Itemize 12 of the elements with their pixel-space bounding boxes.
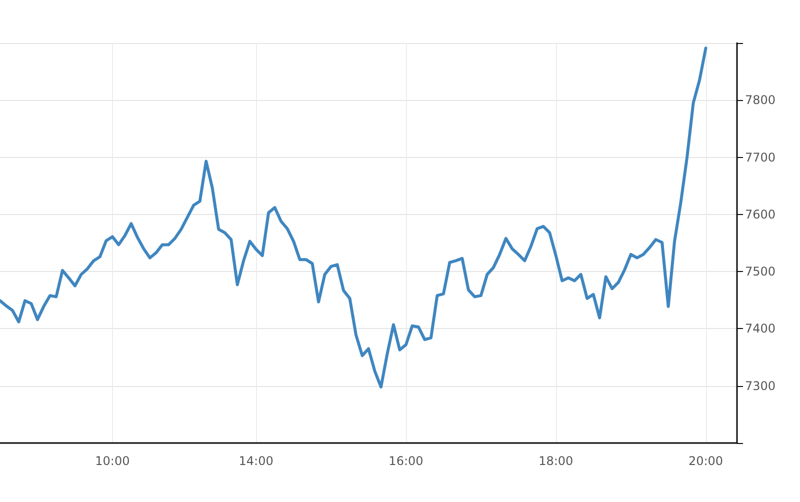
- y-tick-label: 7800: [745, 93, 776, 108]
- y-tick-label: 7300: [745, 378, 776, 393]
- x-tick-label: 16:00: [388, 454, 424, 468]
- x-tick-label: 10:00: [95, 454, 130, 468]
- y-tick-label: 7400: [745, 322, 776, 336]
- x-tick-label: 18:00: [538, 454, 574, 468]
- y-tick-label: 7600: [745, 207, 776, 222]
- x-tick-label: 20:00: [688, 454, 724, 468]
- x-tick-label: 14:00: [238, 454, 274, 468]
- y-tick-label: 7500: [745, 264, 776, 279]
- y-tick-label: 7700: [745, 150, 776, 164]
- line-series: [0, 46, 708, 388]
